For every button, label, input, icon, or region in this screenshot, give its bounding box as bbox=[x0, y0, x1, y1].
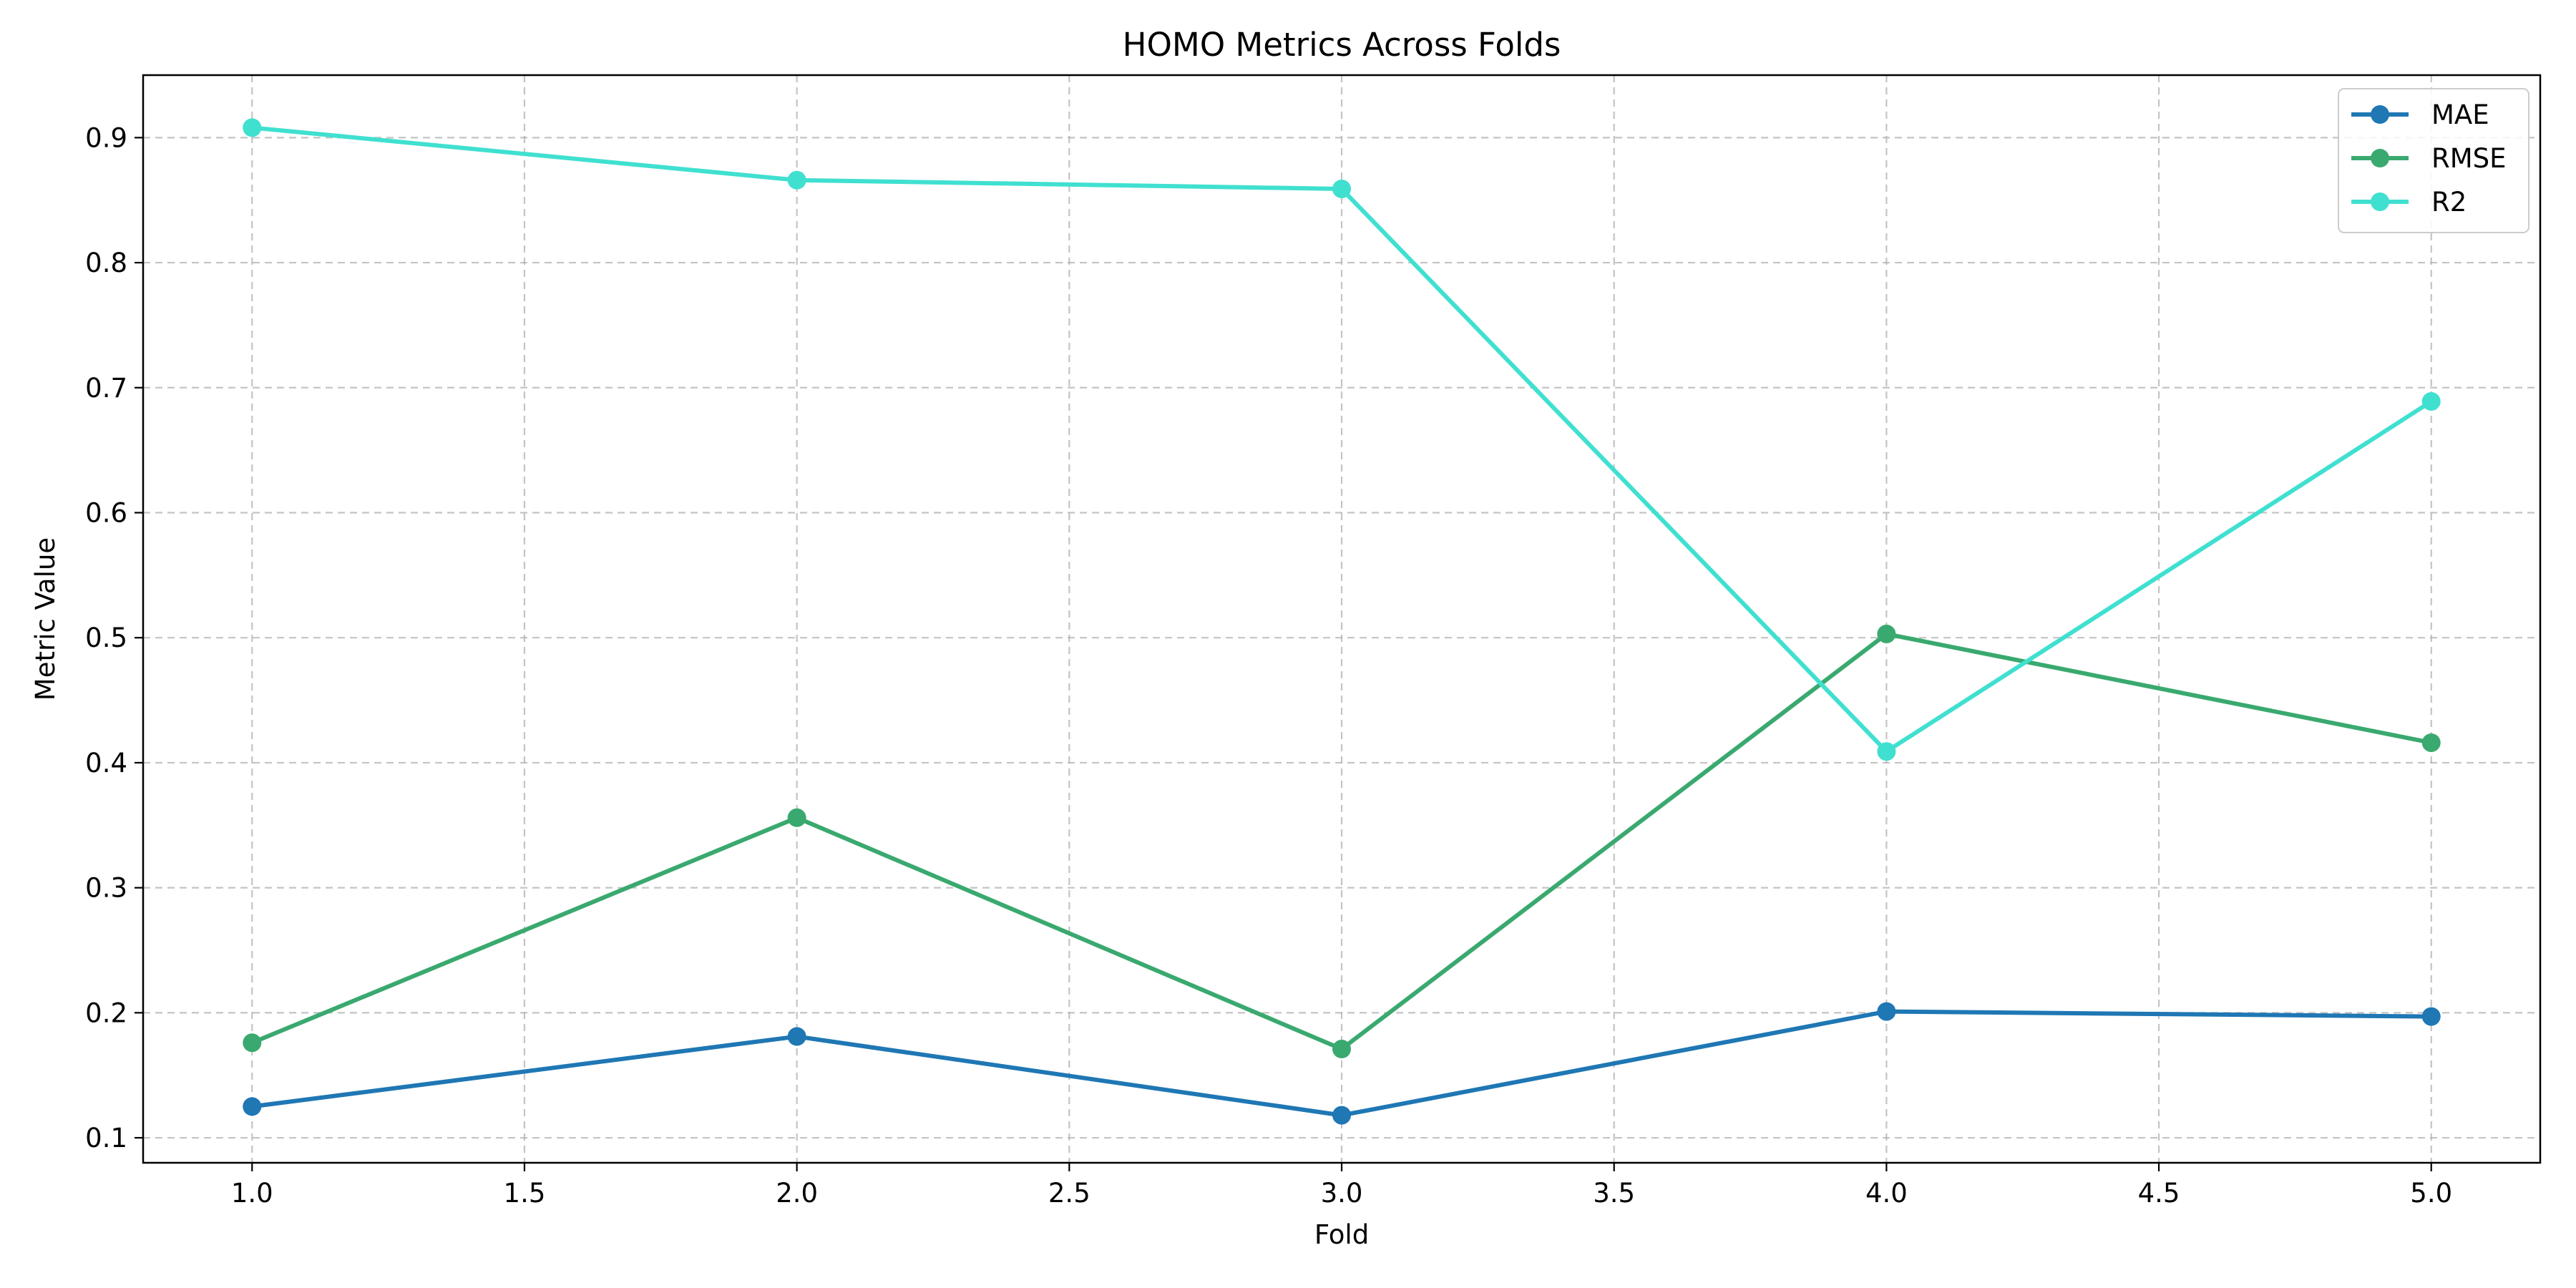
data-point-rmse bbox=[787, 808, 806, 827]
series-layer bbox=[243, 118, 2441, 1125]
data-point-r2 bbox=[787, 170, 806, 190]
data-point-r2 bbox=[2421, 392, 2441, 411]
x-tick-label: 4.0 bbox=[1865, 1178, 1908, 1209]
legend-item-r2: R2 bbox=[2351, 187, 2467, 218]
x-tick-label: 4.5 bbox=[2138, 1178, 2180, 1209]
series-rmse bbox=[243, 624, 2441, 1059]
x-tick-label: 1.0 bbox=[231, 1178, 273, 1209]
data-point-r2 bbox=[1332, 179, 1351, 198]
legend-item-rmse: RMSE bbox=[2351, 143, 2507, 174]
legend-swatch-marker bbox=[2371, 192, 2389, 211]
y-tick-label: 0.4 bbox=[85, 748, 127, 779]
legend-swatch-marker bbox=[2371, 105, 2389, 124]
data-point-rmse bbox=[1877, 624, 1896, 643]
x-axis: 1.0 1.5 2.0 2.5 3.0 3.5 4.0 4.5 5.0 bbox=[231, 1163, 2452, 1209]
legend-item-mae: MAE bbox=[2351, 99, 2489, 130]
data-point-mae bbox=[787, 1027, 806, 1046]
data-point-mae bbox=[1332, 1106, 1351, 1125]
series-mae bbox=[243, 1002, 2441, 1125]
x-tick-label: 1.5 bbox=[504, 1178, 546, 1209]
data-point-r2 bbox=[243, 118, 262, 137]
legend-label: MAE bbox=[2431, 99, 2489, 130]
data-point-mae bbox=[243, 1097, 262, 1116]
x-axis-label: Fold bbox=[1314, 1219, 1369, 1250]
y-tick-label: 0.3 bbox=[85, 873, 127, 904]
y-tick-label: 0.8 bbox=[85, 248, 127, 278]
data-point-r2 bbox=[1877, 742, 1896, 761]
y-tick-label: 0.6 bbox=[85, 497, 127, 528]
data-point-mae bbox=[2421, 1007, 2441, 1026]
legend-swatch-marker bbox=[2371, 149, 2389, 167]
x-tick-label: 5.0 bbox=[2410, 1178, 2452, 1209]
x-tick-label: 2.0 bbox=[776, 1178, 818, 1209]
data-point-rmse bbox=[2421, 733, 2441, 752]
y-axis-label: Metric Value bbox=[30, 537, 61, 701]
series-r2 bbox=[243, 118, 2441, 761]
x-tick-label: 2.5 bbox=[1048, 1178, 1091, 1209]
legend-label: RMSE bbox=[2431, 143, 2507, 174]
legend-label: R2 bbox=[2431, 187, 2467, 218]
legend: MAE RMSE R2 bbox=[2338, 88, 2529, 233]
chart-title: HOMO Metrics Across Folds bbox=[1123, 26, 1561, 64]
y-tick-label: 0.5 bbox=[85, 623, 127, 653]
data-point-mae bbox=[1877, 1002, 1896, 1021]
y-tick-label: 0.9 bbox=[85, 122, 127, 153]
data-point-rmse bbox=[243, 1033, 262, 1053]
data-point-rmse bbox=[1332, 1040, 1351, 1059]
x-tick-label: 3.5 bbox=[1593, 1178, 1635, 1209]
y-axis: 0.1 0.2 0.3 0.4 0.5 0.6 0.7 0.8 0.9 bbox=[85, 122, 143, 1153]
y-tick-label: 0.7 bbox=[85, 373, 127, 404]
x-tick-label: 3.0 bbox=[1321, 1178, 1363, 1209]
y-tick-label: 0.1 bbox=[85, 1123, 127, 1153]
y-tick-label: 0.2 bbox=[85, 997, 127, 1028]
